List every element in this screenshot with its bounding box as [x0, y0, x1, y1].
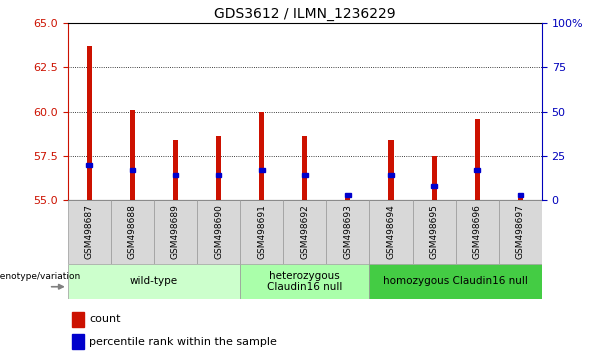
Bar [345, 193, 350, 197]
FancyBboxPatch shape [499, 200, 542, 264]
Text: GSM498690: GSM498690 [214, 204, 223, 259]
Text: homozygous Claudin16 null: homozygous Claudin16 null [383, 276, 528, 286]
FancyBboxPatch shape [369, 264, 542, 299]
Bar [216, 173, 221, 177]
Text: percentile rank within the sample: percentile rank within the sample [89, 337, 277, 347]
FancyBboxPatch shape [154, 200, 197, 264]
Text: count: count [89, 314, 121, 324]
Bar [259, 112, 264, 200]
Bar [173, 173, 178, 177]
Text: wild-type: wild-type [130, 276, 178, 286]
Text: GSM498695: GSM498695 [429, 204, 439, 259]
Bar [72, 334, 84, 349]
Bar [388, 140, 393, 200]
Bar [475, 119, 480, 200]
Title: GDS3612 / ILMN_1236229: GDS3612 / ILMN_1236229 [214, 7, 396, 21]
Bar [87, 163, 92, 167]
Bar [302, 173, 307, 177]
Bar [518, 193, 523, 197]
Bar [216, 136, 221, 200]
Text: GSM498687: GSM498687 [85, 204, 94, 259]
Bar [130, 168, 135, 172]
Text: GSM498691: GSM498691 [257, 204, 266, 259]
FancyBboxPatch shape [68, 200, 111, 264]
FancyBboxPatch shape [326, 200, 369, 264]
Text: GSM498693: GSM498693 [343, 204, 352, 259]
Text: heterozygous
Claudin16 null: heterozygous Claudin16 null [267, 270, 342, 292]
Bar [431, 184, 437, 188]
Bar [302, 136, 307, 200]
Bar [432, 156, 436, 200]
Bar [474, 168, 480, 172]
Text: genotype/variation: genotype/variation [0, 272, 80, 281]
Bar [130, 110, 135, 200]
Bar [345, 198, 350, 200]
FancyBboxPatch shape [412, 200, 456, 264]
Bar [87, 46, 92, 200]
Bar [388, 173, 394, 177]
Bar [72, 312, 84, 327]
Text: GSM498696: GSM498696 [473, 204, 482, 259]
FancyBboxPatch shape [283, 200, 326, 264]
Text: GSM498689: GSM498689 [171, 204, 180, 259]
FancyBboxPatch shape [197, 200, 240, 264]
Bar [518, 198, 523, 200]
FancyBboxPatch shape [456, 200, 499, 264]
Text: GSM498692: GSM498692 [300, 205, 309, 259]
FancyBboxPatch shape [111, 200, 154, 264]
Text: GSM498694: GSM498694 [386, 205, 396, 259]
Text: GSM498688: GSM498688 [128, 204, 137, 259]
FancyBboxPatch shape [369, 200, 412, 264]
FancyBboxPatch shape [68, 264, 240, 299]
Bar [173, 140, 178, 200]
FancyBboxPatch shape [240, 264, 369, 299]
FancyBboxPatch shape [240, 200, 283, 264]
Bar [259, 168, 264, 172]
Text: GSM498697: GSM498697 [516, 204, 525, 259]
